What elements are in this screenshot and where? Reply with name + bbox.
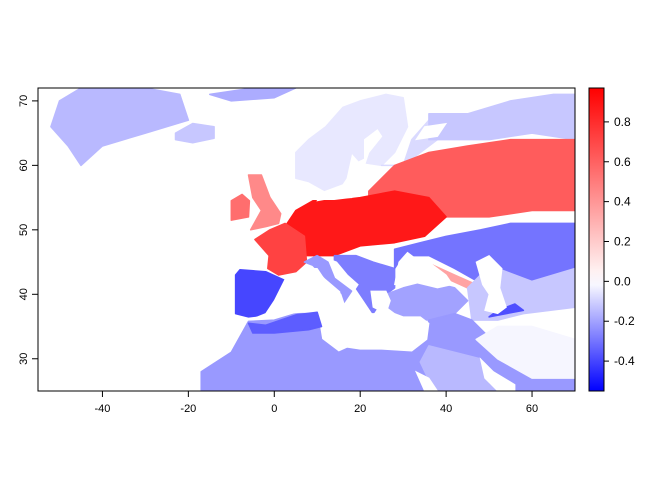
y-axis: 30 40 50 60 70 [18,95,39,365]
water-gulf-bothnia [351,129,383,166]
y-tick-label: 40 [18,288,30,300]
x-tick-label: 60 [526,403,538,415]
colorbar-tick-label: 0.6 [614,155,631,169]
water-black-sea [393,251,454,289]
x-tick-label: 0 [271,403,277,415]
water-persian-gulf [479,357,516,391]
water-baltic [316,164,375,202]
region-iceland [174,122,215,144]
region-ireland [230,193,251,221]
colorbar-tick-label: 0.2 [614,234,631,248]
x-tick-label: 40 [440,403,452,415]
water-aegean [370,290,391,315]
y-tick-label: 30 [18,353,30,365]
water-adriatic [327,257,359,292]
water-red-sea [414,370,439,391]
region-france [254,222,308,276]
region-arabia [419,345,504,391]
water-caspian [475,254,507,315]
region-svalbard [209,88,297,102]
colorbar-tick-label: 0.4 [614,195,631,209]
colorbar-tick-label: 0.8 [614,115,631,129]
colorbar-tick-label: -0.2 [614,314,635,328]
water-white-sea [414,122,448,141]
region-britain [247,174,282,231]
x-tick-label: -20 [180,403,196,415]
region-tunisia-coast [247,311,323,334]
water-mediterranean [252,268,430,352]
colorbar-ramp [589,88,604,391]
y-tick-label: 70 [18,95,30,107]
region-northern-russia [428,93,575,141]
colorbar-ticks: -0.4 -0.2 0.0 0.2 0.4 0.6 0.8 [604,115,635,368]
colorbar-frame [588,87,605,392]
colorbar-legend: -0.4 -0.2 0.0 0.2 0.4 0.6 0.8 [588,87,635,392]
plot-area [38,88,575,391]
colorbar-tick-label: 0.0 [614,274,631,288]
region-greenland [50,88,190,167]
x-tick-label: 20 [354,403,366,415]
water-bodies-layer [252,122,516,391]
colorbar-tick-label: -0.4 [614,354,635,368]
region-central-europe [269,190,447,257]
y-tick-label: 60 [18,159,30,171]
x-tick-label: -40 [94,403,110,415]
x-axis: -40 -20 0 20 40 60 [94,390,538,415]
region-zagros [475,325,575,379]
y-tick-label: 50 [18,224,30,236]
